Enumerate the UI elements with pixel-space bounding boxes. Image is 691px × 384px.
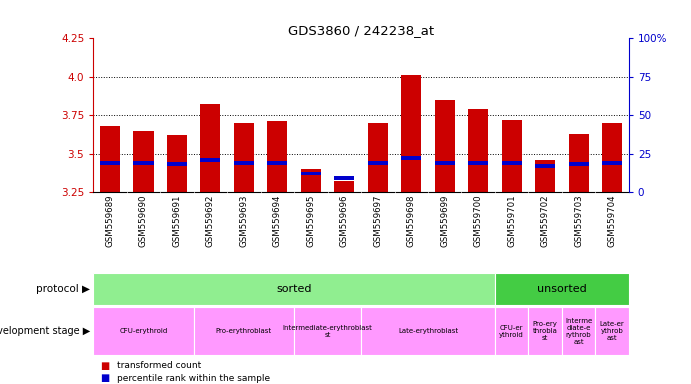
Bar [368, 161, 388, 165]
Bar [301, 169, 321, 192]
Text: GSM559699: GSM559699 [440, 194, 449, 247]
Text: GSM559696: GSM559696 [340, 194, 349, 247]
Bar [93, 273, 495, 305]
Bar [435, 161, 455, 165]
Bar [535, 164, 555, 168]
Text: CFU-er
ythroid: CFU-er ythroid [500, 325, 524, 338]
Bar [200, 158, 220, 162]
Text: GSM559697: GSM559697 [373, 194, 382, 247]
Bar [535, 160, 555, 192]
Text: Intermediate-erythroblast
st: Intermediate-erythroblast st [283, 325, 372, 338]
Text: Pro-ery
throbla
st: Pro-ery throbla st [533, 321, 558, 341]
Text: GSM559694: GSM559694 [273, 194, 282, 247]
Bar [234, 161, 254, 165]
Bar [401, 156, 422, 160]
Bar [368, 123, 388, 192]
Bar [167, 162, 187, 166]
Text: CFU-erythroid: CFU-erythroid [120, 328, 168, 334]
Bar [167, 135, 187, 192]
Text: ■: ■ [100, 373, 109, 383]
Bar [569, 162, 589, 166]
Text: Late-erythroblast: Late-erythroblast [398, 328, 458, 334]
Title: GDS3860 / 242238_at: GDS3860 / 242238_at [288, 24, 434, 37]
Bar [502, 161, 522, 165]
Text: Pro-erythroblast: Pro-erythroblast [216, 328, 272, 334]
Bar [100, 126, 120, 192]
Bar [93, 307, 193, 355]
Bar [562, 307, 596, 355]
Bar [495, 273, 629, 305]
Bar [267, 161, 287, 165]
Text: development stage ▶: development stage ▶ [0, 326, 90, 336]
Bar [529, 307, 562, 355]
Text: Late-er
ythrob
ast: Late-er ythrob ast [600, 321, 625, 341]
Text: percentile rank within the sample: percentile rank within the sample [117, 374, 271, 383]
Text: GSM559689: GSM559689 [106, 194, 115, 247]
Bar [596, 307, 629, 355]
Bar [361, 307, 495, 355]
Bar [301, 172, 321, 175]
Text: GSM559690: GSM559690 [139, 194, 148, 247]
Text: Interme
diate-e
rythrob
ast: Interme diate-e rythrob ast [565, 318, 592, 345]
Bar [401, 75, 422, 192]
Bar [435, 100, 455, 192]
Bar [334, 176, 354, 180]
Bar [234, 123, 254, 192]
Text: GSM559701: GSM559701 [507, 194, 516, 247]
Text: GSM559695: GSM559695 [306, 194, 315, 247]
Text: GSM559703: GSM559703 [574, 194, 583, 247]
Text: unsorted: unsorted [537, 284, 587, 294]
Bar [495, 307, 529, 355]
Text: GSM559693: GSM559693 [239, 194, 248, 247]
Text: transformed count: transformed count [117, 361, 202, 370]
Bar [569, 134, 589, 192]
Bar [267, 121, 287, 192]
Bar [468, 109, 489, 192]
Text: GSM559702: GSM559702 [540, 194, 549, 247]
Bar [334, 181, 354, 192]
Bar [100, 161, 120, 165]
Bar [502, 120, 522, 192]
Text: GSM559692: GSM559692 [206, 194, 215, 247]
Text: GSM559700: GSM559700 [474, 194, 483, 247]
Bar [294, 307, 361, 355]
Bar [193, 307, 294, 355]
Bar [602, 161, 622, 165]
Bar [133, 131, 153, 192]
Text: GSM559704: GSM559704 [607, 194, 616, 247]
Text: GSM559698: GSM559698 [407, 194, 416, 247]
Text: ■: ■ [100, 361, 109, 371]
Text: protocol ▶: protocol ▶ [36, 284, 90, 294]
Bar [468, 161, 489, 165]
Text: sorted: sorted [276, 284, 312, 294]
Bar [133, 161, 153, 165]
Text: GSM559691: GSM559691 [173, 194, 182, 247]
Bar [200, 104, 220, 192]
Bar [602, 123, 622, 192]
